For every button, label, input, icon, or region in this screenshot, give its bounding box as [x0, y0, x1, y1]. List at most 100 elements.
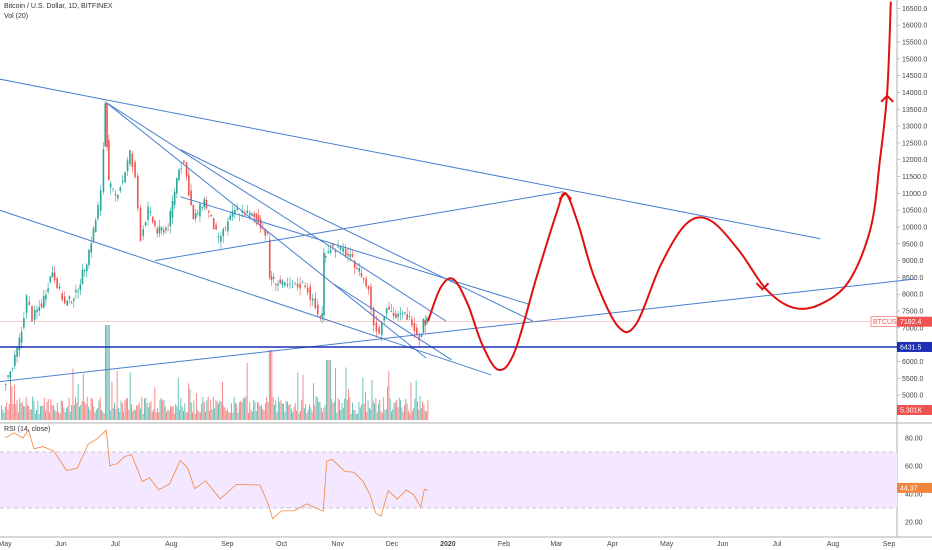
volume-bar — [306, 413, 308, 420]
y-tick-label-0: 16500.0 — [902, 6, 927, 13]
candle-body — [395, 313, 397, 318]
volume-bar — [112, 408, 114, 420]
candle-body — [311, 298, 314, 301]
symbol-tag-text: BTCUSD — [873, 319, 902, 326]
volume-bar — [220, 401, 222, 420]
candle-body — [314, 298, 317, 309]
candle-body — [347, 253, 349, 256]
candle-body — [401, 312, 404, 314]
candle-body — [413, 323, 416, 332]
candle-body — [36, 309, 38, 313]
candle-body — [51, 272, 54, 277]
volume-bar — [279, 401, 281, 420]
candle-body — [349, 254, 351, 257]
volume-bar — [40, 406, 41, 420]
candle-body — [337, 246, 339, 248]
volume-bar — [172, 405, 174, 420]
candle-body — [92, 228, 95, 241]
candle-body — [294, 283, 296, 285]
volume-bar — [367, 400, 369, 420]
volume-bar — [258, 402, 260, 420]
volume-bar — [329, 360, 331, 420]
volume-bar — [361, 404, 362, 420]
candle-body — [306, 287, 309, 293]
volume-bar — [120, 400, 122, 420]
volume-bar — [235, 402, 236, 420]
volume-bar — [175, 404, 177, 420]
volume-bar — [23, 405, 24, 420]
volume-bar — [332, 403, 334, 420]
volume-bar — [313, 383, 314, 420]
volume-bar — [67, 406, 69, 420]
volume-bar — [267, 402, 269, 420]
volume-bar — [223, 406, 225, 420]
volume-bar — [95, 409, 97, 420]
candle-body — [63, 296, 66, 304]
candle-body — [47, 288, 49, 292]
volume-bar — [292, 412, 294, 420]
volume-bar — [427, 400, 429, 420]
volume-bar — [153, 409, 154, 420]
current-price-tag-text: 7182.4 — [900, 319, 922, 326]
volume-bar — [385, 409, 387, 420]
volume-bar — [76, 402, 78, 420]
volume-bar — [111, 381, 113, 420]
trendline-lower-channel — [0, 209, 492, 376]
volume-bar — [248, 412, 249, 420]
volume-bar — [14, 384, 15, 420]
volume-bar — [302, 374, 304, 420]
volume-bar — [27, 405, 28, 420]
volume-bar — [358, 401, 360, 420]
volume-bar — [411, 411, 413, 420]
volume-bar — [93, 406, 95, 420]
volume-bar — [423, 404, 425, 420]
candle-body — [277, 283, 279, 286]
volume-bar — [309, 404, 310, 420]
volume-bar — [11, 386, 13, 420]
volume-bar — [307, 409, 309, 420]
volume-bar — [300, 410, 301, 420]
volume-bar — [80, 404, 82, 420]
candle-body — [299, 283, 301, 289]
candle-body — [264, 229, 267, 236]
candle-body — [353, 260, 356, 268]
volume-bar — [384, 410, 386, 420]
volume-bar — [190, 402, 192, 420]
candle-body — [231, 210, 234, 217]
volume-bar — [102, 411, 104, 420]
volume-bar — [290, 408, 292, 420]
volume-bar — [181, 406, 183, 420]
volume-bar — [405, 399, 407, 420]
volume-bar — [127, 398, 128, 420]
volume-bar — [232, 412, 234, 420]
y-tick-label-9: 12000.0 — [902, 157, 927, 164]
volume-bar — [45, 411, 47, 420]
y-tick-label-13: 10000.0 — [902, 224, 927, 231]
candle-body — [281, 280, 284, 286]
volume-bar — [103, 413, 105, 420]
volume-bar — [225, 411, 227, 420]
volume-bar — [281, 403, 283, 420]
volume-bar — [185, 412, 187, 420]
volume-bar — [33, 400, 35, 420]
candles — [5, 100, 428, 391]
candle-body — [370, 286, 372, 310]
candle-body — [83, 270, 86, 272]
volume-bar — [387, 386, 388, 420]
candle-body — [253, 213, 255, 218]
volume-bar — [86, 396, 88, 420]
trendline-descending-steep — [105, 102, 427, 359]
volume-bar — [36, 410, 37, 420]
candle-body — [108, 140, 110, 181]
volume-bar — [110, 410, 112, 420]
candle-body — [203, 198, 206, 208]
candle-body — [33, 310, 36, 320]
volume-bar — [238, 402, 240, 420]
volume-bar — [319, 401, 321, 420]
volume-bar — [16, 400, 18, 420]
volume-bar — [404, 405, 405, 420]
candle-body — [158, 226, 161, 234]
support-price-tag — [897, 341, 932, 352]
volume-bar — [186, 412, 188, 420]
